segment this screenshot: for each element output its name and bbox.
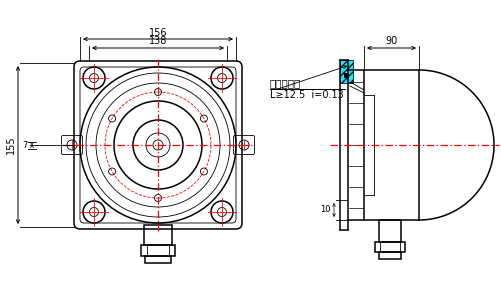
Text: 7: 7: [22, 141, 28, 149]
Text: 90: 90: [385, 37, 397, 47]
Text: L≥12.5  i=0.13: L≥12.5 i=0.13: [270, 90, 343, 100]
Text: 155: 155: [6, 136, 16, 154]
Text: 10: 10: [320, 205, 330, 214]
Bar: [141, 245, 175, 256]
Bar: [343, 73, 348, 78]
Text: 隔离接合面: 隔离接合面: [270, 78, 301, 88]
Text: 156: 156: [148, 28, 167, 38]
Bar: [378, 220, 400, 242]
Bar: [374, 242, 404, 252]
Bar: [378, 252, 400, 259]
Bar: [145, 256, 171, 263]
Text: 138: 138: [148, 37, 167, 47]
Bar: [144, 225, 172, 245]
Bar: [339, 60, 352, 83]
